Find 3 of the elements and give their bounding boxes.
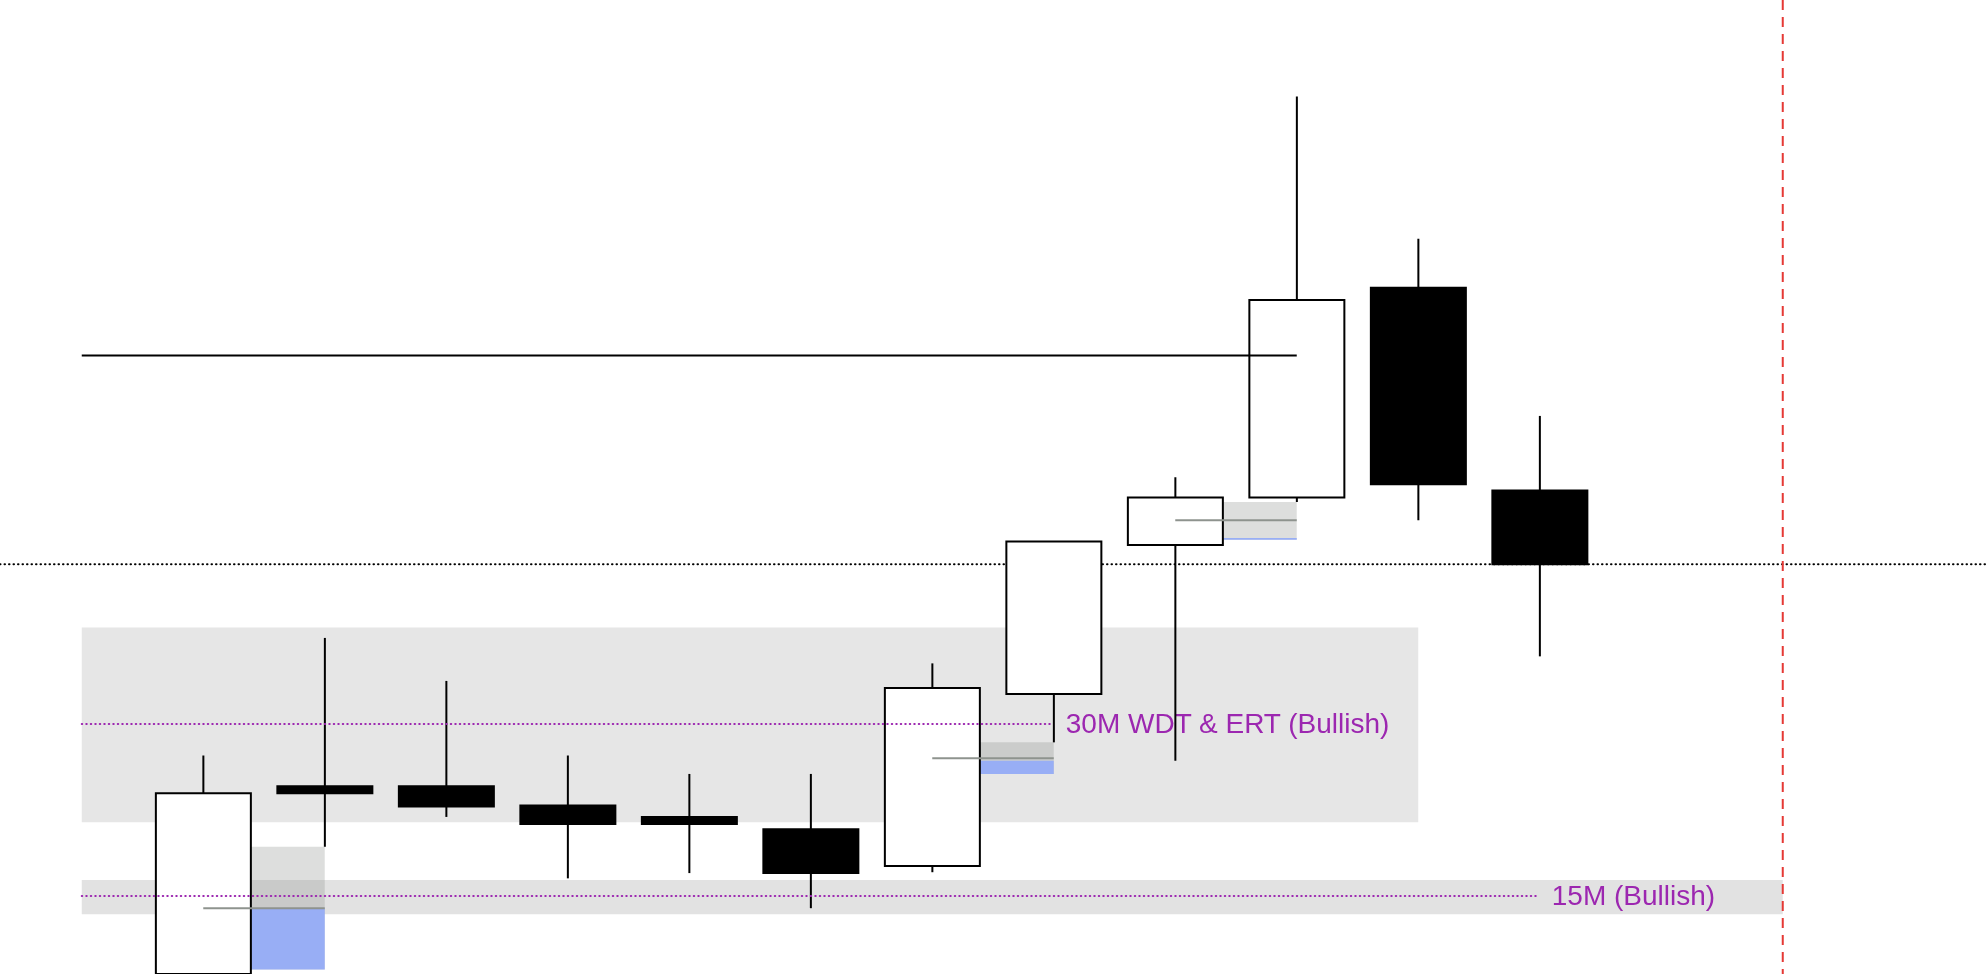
series-label: 15M (Bullish) xyxy=(1551,880,1716,912)
candlestick xyxy=(276,637,374,847)
candlestick xyxy=(640,773,738,874)
